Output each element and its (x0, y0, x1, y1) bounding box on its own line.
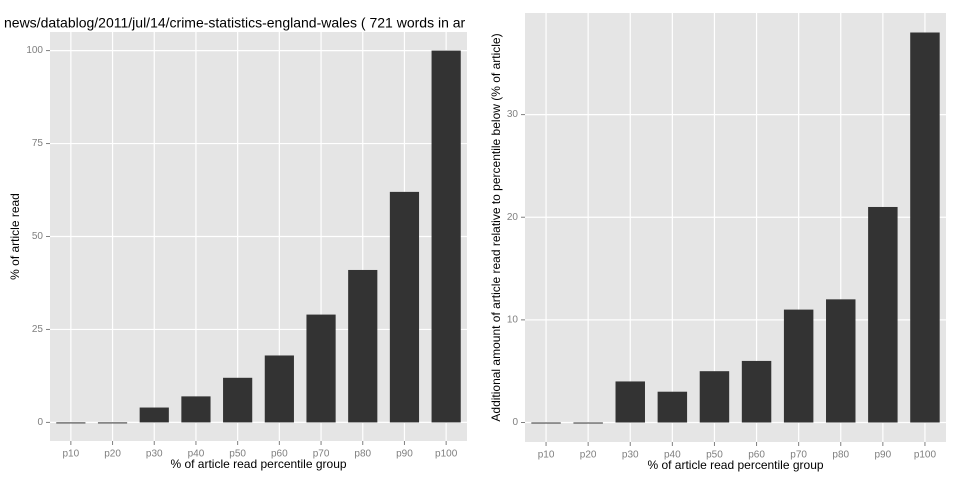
bar (699, 371, 730, 423)
y-tick-label: 0 (37, 417, 43, 428)
bar (389, 191, 420, 423)
bar (97, 422, 128, 424)
chart-title: news/datablog/2011/jul/14/crime-statisti… (4, 15, 466, 31)
bar (531, 422, 561, 424)
x-tick-label: p20 (580, 450, 597, 461)
x-axis-title: % of article read percentile group (647, 458, 823, 472)
x-tick-label: p70 (313, 449, 330, 460)
bar (573, 422, 603, 424)
x-tick-label: p90 (396, 449, 413, 460)
x-tick-label: p70 (790, 450, 807, 461)
bar (741, 360, 772, 423)
x-tick-label: p50 (229, 449, 246, 460)
x-tick-label: p10 (538, 450, 555, 461)
x-tick-label: p100 (435, 449, 458, 460)
y-tick-label: 75 (32, 138, 44, 149)
bar (223, 377, 253, 423)
x-tick-label: p80 (832, 450, 849, 461)
y-axis-title: Additional amount of article read relati… (489, 33, 503, 421)
bar (431, 50, 461, 423)
y-tick-label: 20 (507, 212, 519, 223)
y-tick-label: 10 (507, 315, 519, 326)
y-tick-label: 0 (512, 417, 518, 428)
bar (56, 422, 86, 424)
x-tick-label: p90 (875, 450, 892, 461)
x-tick-label: p20 (104, 449, 121, 460)
bar (139, 407, 169, 423)
x-tick-label: p10 (63, 449, 80, 460)
bar (657, 391, 688, 423)
bar (264, 355, 294, 423)
y-tick-label: 25 (32, 324, 44, 335)
x-tick-label: p80 (354, 449, 371, 460)
x-axis-title: % of article read percentile group (170, 457, 346, 471)
bar (306, 314, 336, 423)
y-tick-label: 100 (26, 45, 43, 56)
x-tick-label: p60 (748, 450, 765, 461)
x-tick-label: p100 (914, 450, 937, 461)
bar (615, 381, 645, 423)
x-tick-label: p30 (146, 449, 163, 460)
bar (910, 32, 940, 423)
x-tick-label: p50 (706, 450, 723, 461)
bar (783, 309, 814, 423)
x-tick-label: p60 (271, 449, 288, 460)
bar (868, 206, 898, 423)
bar (826, 299, 856, 423)
y-tick-label: 30 (507, 109, 519, 120)
x-tick-label: p30 (622, 450, 639, 461)
y-axis-title: % of article read (8, 193, 22, 280)
y-tick-label: 50 (32, 231, 44, 242)
bar (181, 396, 211, 423)
x-tick-label: p40 (188, 449, 205, 460)
bar (348, 269, 378, 423)
x-tick-label: p40 (664, 450, 681, 461)
